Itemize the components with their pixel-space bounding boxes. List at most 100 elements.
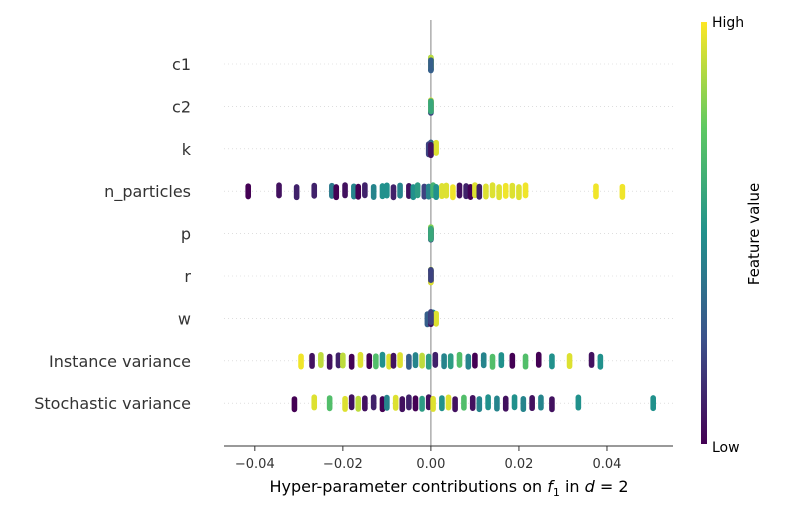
shap-point — [443, 182, 450, 199]
shap-point — [476, 183, 483, 200]
shap-point — [439, 395, 445, 412]
shap-point — [419, 352, 425, 369]
shap-point — [494, 395, 500, 412]
x-axis-title: Hyper-parameter contributions on f1 in d… — [269, 477, 628, 499]
shap-point — [575, 394, 582, 411]
shap-point — [650, 395, 656, 412]
feature-label: Instance variance — [49, 352, 191, 371]
shap-point — [522, 353, 529, 370]
shap-point — [498, 352, 505, 369]
colorbar-title: Feature value — [745, 183, 763, 285]
shap-point — [469, 394, 476, 411]
feature-label: n_particles — [104, 182, 191, 202]
shap-point — [445, 394, 452, 411]
shap-point — [348, 394, 355, 411]
shap-point — [433, 139, 439, 156]
shap-point — [311, 394, 318, 411]
shap-point — [309, 352, 315, 369]
shap-point — [465, 353, 472, 370]
shap-point — [428, 267, 434, 284]
shap-point — [428, 309, 434, 326]
shap-point — [428, 57, 434, 74]
shap-point — [535, 351, 542, 368]
shap-point — [597, 353, 604, 370]
x-axis-title-eq: = 2 — [595, 477, 629, 496]
shap-point — [355, 183, 362, 200]
feature-label: p — [181, 225, 191, 244]
shap-point — [425, 183, 432, 200]
shap-point — [538, 394, 544, 411]
shap-point — [298, 353, 304, 370]
colorbar-low-label: Low — [712, 440, 740, 456]
shap-point — [406, 183, 412, 200]
shap-point — [390, 352, 397, 369]
x-axis-ticks: −0.04 −0.02 0.00 0.02 0.04 — [235, 446, 621, 472]
shap-point — [357, 351, 364, 368]
shap-point — [425, 394, 432, 411]
shap-point — [406, 394, 412, 411]
shap-point — [483, 183, 489, 200]
shap-point — [433, 184, 439, 201]
shap-point — [326, 395, 333, 412]
colorbar-high-label: High — [712, 15, 744, 31]
shap-point — [456, 351, 463, 368]
shap-point — [461, 394, 467, 411]
shap-point — [509, 352, 516, 369]
shap-point — [421, 183, 428, 200]
shap-point — [326, 353, 333, 370]
shap-point — [496, 184, 502, 201]
shap-point — [509, 182, 516, 199]
shap-point — [566, 353, 573, 370]
shap-point — [412, 352, 419, 369]
shap-point — [433, 310, 439, 327]
shap-point — [472, 182, 478, 199]
shap-point — [619, 183, 626, 200]
shap-point — [362, 395, 368, 412]
shap-point — [384, 394, 390, 411]
shap-point — [342, 395, 348, 412]
shap-point — [485, 394, 491, 411]
feature-label: k — [182, 140, 192, 159]
shap-point — [370, 183, 377, 200]
shap-point — [318, 351, 324, 368]
shap-point — [410, 184, 417, 201]
shap-point — [335, 352, 342, 369]
shap-point — [522, 182, 529, 199]
shap-point — [329, 182, 335, 199]
shap-point — [414, 182, 421, 199]
x-axis-title-prefix: Hyper-parameter contributions on — [269, 477, 547, 496]
shap-point — [549, 353, 555, 370]
shap-point — [333, 184, 340, 201]
shap-point — [450, 184, 456, 201]
shap-point — [502, 395, 509, 412]
shap-point — [370, 394, 377, 411]
shap-point — [399, 396, 406, 413]
x-tick-label: 0.02 — [504, 457, 533, 472]
shap-point — [476, 396, 483, 413]
shap-point — [397, 182, 403, 199]
data-points — [245, 54, 656, 413]
colorbar — [701, 22, 707, 444]
shap-point — [467, 183, 474, 200]
shap-point — [425, 353, 432, 370]
x-axis-title-mid: in — [560, 477, 585, 496]
feature-label: r — [184, 267, 191, 286]
x-tick-label: 0.04 — [592, 457, 621, 472]
shap-point — [593, 183, 599, 200]
shap-point — [428, 98, 434, 115]
row-gridlines — [224, 63, 673, 404]
shap-point — [397, 352, 403, 369]
shap-point — [439, 183, 445, 200]
shap-point — [432, 351, 439, 368]
shap-point — [441, 353, 447, 370]
shap-point — [463, 183, 469, 200]
shap-point — [390, 184, 397, 201]
feature-label: w — [178, 309, 191, 328]
shap-point — [245, 183, 252, 200]
shap-point — [342, 182, 348, 199]
feature-label: c2 — [172, 97, 191, 116]
shap-point — [386, 353, 392, 370]
shap-point — [293, 184, 300, 201]
shap-point — [351, 183, 357, 200]
shap-point — [452, 396, 458, 413]
